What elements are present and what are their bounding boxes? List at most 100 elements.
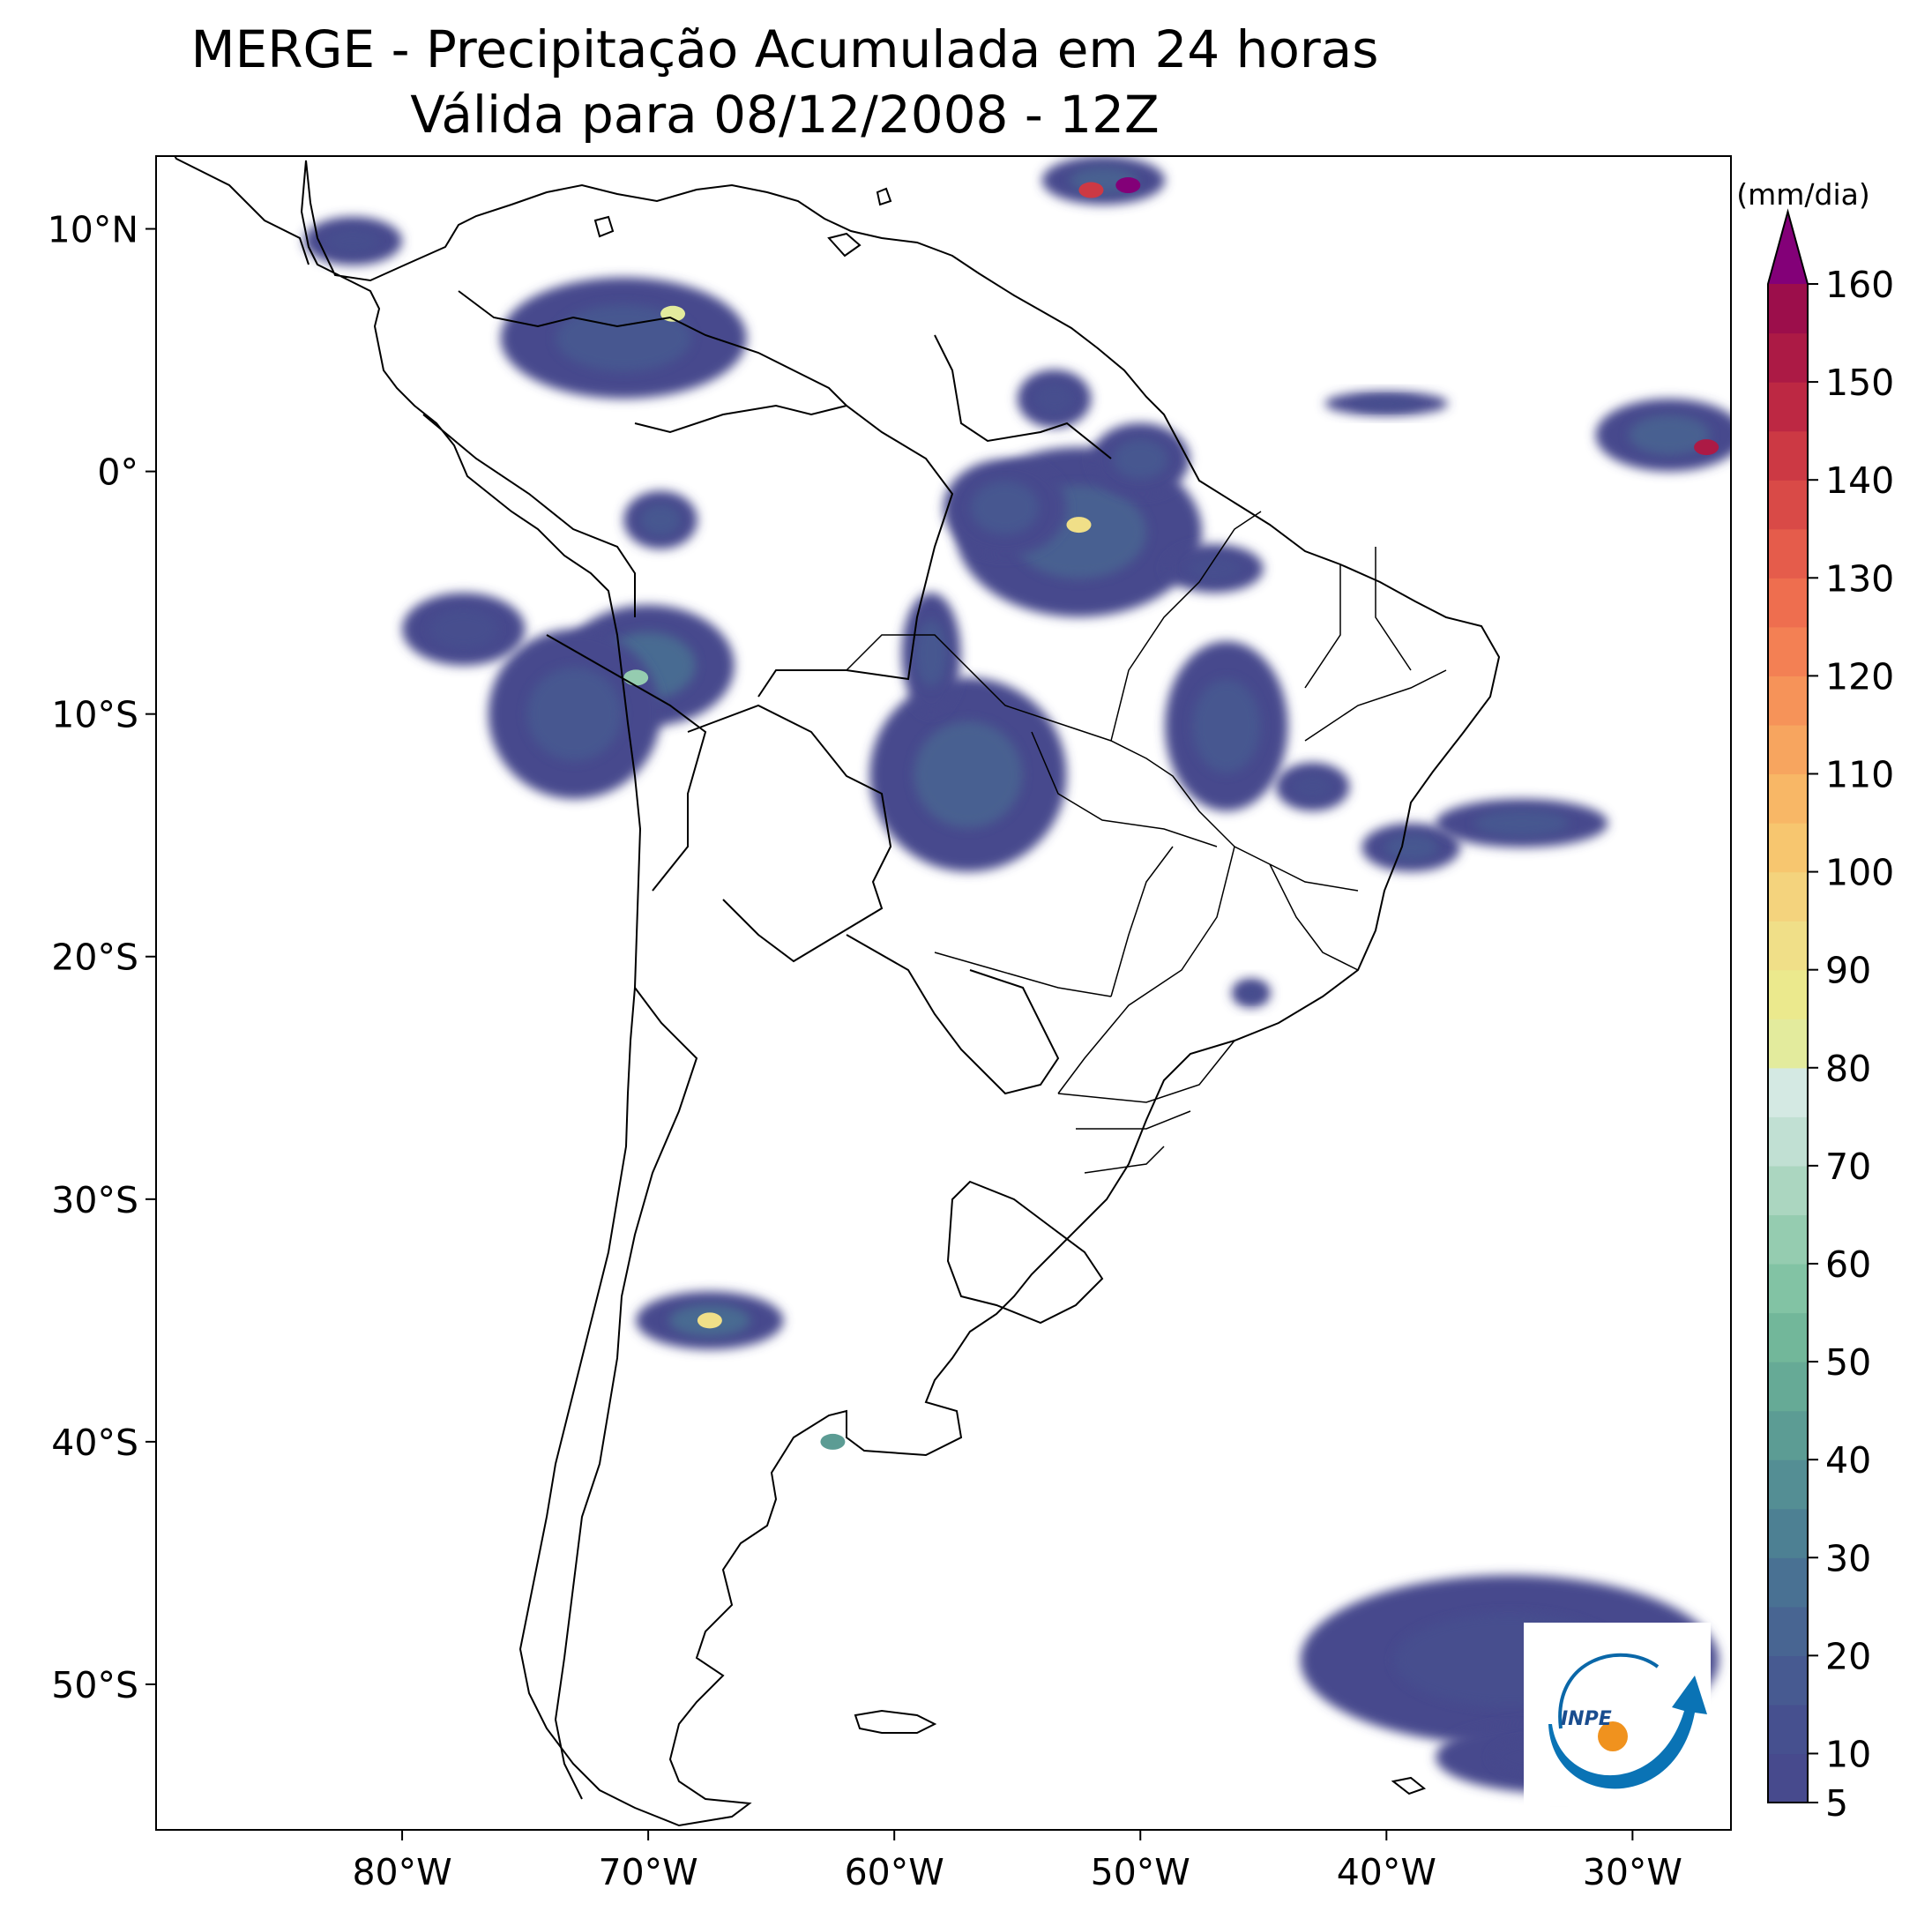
colorbar-ticks: 5 10 20 30 40 50 60 70 80 90 100 110 120 130 140 150 160 — [1808, 264, 1894, 1825]
colorbar-tick-label: 100 — [1825, 852, 1894, 894]
map-background — [156, 156, 1731, 1830]
precip-intense-spot — [697, 1312, 722, 1329]
colorbar: (mm/dia) 5 10 20 30 40 50 60 70 80 90 100 110 120 130… — [1736, 177, 1894, 1825]
colorbar-block — [1768, 823, 1808, 873]
lon-tick-label: 80°W — [352, 1851, 451, 1893]
logo-arrow-icon — [1548, 1676, 1707, 1789]
precip-core-minas-south — [1240, 984, 1263, 1002]
lon-tick-label: 60°W — [845, 1851, 944, 1893]
lon-tick-label: 70°W — [599, 1851, 698, 1893]
colorbar-block — [1768, 480, 1808, 530]
colorbar-block — [1768, 430, 1808, 481]
colorbar-block — [1768, 1165, 1808, 1216]
logo-text: INPE — [1561, 1708, 1612, 1730]
colorbar-blocks — [1767, 208, 1809, 1803]
colorbar-block — [1768, 1263, 1808, 1314]
colorbar-block — [1768, 921, 1808, 971]
colorbar-block — [1768, 1655, 1808, 1706]
colorbar-block — [1768, 626, 1808, 676]
lon-tick-label: 30°W — [1583, 1851, 1682, 1893]
colorbar-tick-label: 5 — [1825, 1782, 1848, 1825]
colorbar-block — [1768, 969, 1808, 1019]
precip-core-para-coast — [1113, 439, 1167, 480]
country-border-uruguay — [946, 1180, 1104, 1325]
state-borders-brazil — [846, 511, 1447, 1174]
colorbar-outline — [1767, 208, 1809, 1803]
lat-tick-label: 10°S — [51, 694, 138, 736]
colorbar-tick-label: 10 — [1825, 1733, 1871, 1775]
precip-core-bahia-coast — [1384, 833, 1438, 862]
precip-core-guianas — [1033, 382, 1075, 415]
colorbar-block — [1768, 1508, 1808, 1558]
lat-tick-label: 0° — [97, 452, 138, 494]
precip-core-rondonia-strip — [914, 620, 948, 687]
logo-orbit-icon — [1558, 1653, 1660, 1729]
colorbar-block — [1768, 1704, 1808, 1755]
colorbar-block — [1768, 1214, 1808, 1265]
colorbar-tick-label: 50 — [1825, 1341, 1871, 1384]
latitude-axis: 10°N 0° 10°S 20°S 30°S 40°S 50°S — [48, 209, 156, 1706]
precip-core-amazon-north-2 — [971, 481, 1040, 535]
map-panel — [155, 155, 1732, 1831]
longitude-axis: 80°W 70°W 60°W 50°W 40°W 30°W — [352, 1830, 1682, 1893]
colorbar-block — [1768, 578, 1808, 628]
colorbar-block — [1768, 1312, 1808, 1362]
south-georgia — [1391, 1776, 1427, 1795]
map-frame — [155, 155, 1732, 1831]
colorbar-block — [1768, 1606, 1808, 1656]
lat-tick-label: 10°N — [48, 209, 138, 251]
colorbar-tick-label: 120 — [1825, 655, 1894, 698]
colorbar-tick-label: 20 — [1825, 1635, 1871, 1677]
colorbar-unit-label: (mm/dia) — [1736, 177, 1870, 212]
inpe-logo: INPE — [1524, 1623, 1711, 1806]
colorbar-block — [1768, 1410, 1808, 1460]
colorbar-block — [1768, 724, 1808, 775]
precip-core-peru-coast — [429, 608, 498, 650]
precipitation-layer — [303, 156, 1731, 1794]
colorbar-block — [1768, 1116, 1808, 1167]
colorbar-block — [1768, 1753, 1808, 1803]
precip-intense-spot — [1115, 177, 1141, 194]
precip-intense-spot — [1066, 517, 1092, 534]
precip-core-mato-grosso — [914, 720, 1023, 828]
country-border-bolivia — [687, 704, 892, 963]
colorbar-block — [1768, 1459, 1808, 1510]
map-title-line2: Válida para 08/12/2008 - 12Z — [410, 85, 1160, 145]
colorbar-block — [1768, 676, 1808, 726]
country-border-venezuela — [458, 290, 847, 407]
colorbar-block — [1768, 773, 1808, 824]
country-border-argentina-chile — [554, 987, 698, 1800]
colorbar-block — [1768, 528, 1808, 579]
coastline-and-borders — [174, 156, 1501, 1827]
lat-tick-label: 40°S — [51, 1422, 138, 1464]
caribbean-islands — [593, 187, 892, 258]
precip-intense-spot — [1694, 439, 1719, 456]
colorbar-block — [1768, 1362, 1808, 1412]
lon-tick-label: 40°W — [1337, 1851, 1436, 1893]
colorbar-extend-arrow — [1768, 212, 1808, 284]
lat-tick-label: 20°S — [51, 937, 138, 979]
logo-sun-icon — [1598, 1721, 1628, 1751]
colorbar-tick-label: 150 — [1825, 362, 1894, 404]
colorbar-tick-label: 70 — [1825, 1146, 1871, 1188]
colorbar-block — [1768, 871, 1808, 922]
colorbar-tick-label: 30 — [1825, 1537, 1871, 1579]
precip-core-panama — [325, 228, 380, 255]
precip-core-atlantic-itcz-west — [1352, 397, 1421, 411]
colorbar-tick-label: 80 — [1825, 1048, 1871, 1090]
country-border-peru-brazil — [546, 634, 707, 892]
precip-intense-spot — [1078, 182, 1104, 198]
precip-core-maranhao — [1187, 555, 1242, 582]
colorbar-block — [1768, 1019, 1808, 1069]
colorbar-tick-label: 140 — [1825, 459, 1894, 502]
colorbar-block — [1768, 382, 1808, 432]
precip-core-tocantins — [1192, 679, 1261, 773]
lat-tick-label: 30°S — [51, 1179, 138, 1221]
lat-tick-label: 50°S — [51, 1664, 138, 1706]
colorbar-tick-label: 60 — [1825, 1243, 1871, 1286]
colorbar-tick-label: 90 — [1825, 950, 1871, 992]
precip-intense-spot — [623, 669, 649, 686]
map-title-line1: MERGE - Precipitação Acumulada em 24 hor… — [190, 19, 1379, 79]
colorbar-block — [1768, 284, 1808, 334]
